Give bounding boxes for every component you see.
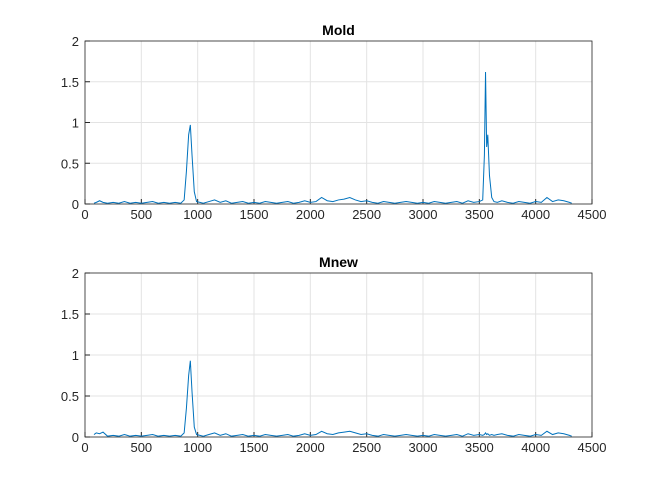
x-tick-label: 1000 — [183, 440, 212, 455]
x-tick-label: 4500 — [578, 207, 607, 222]
chart-title: Mold — [322, 22, 355, 38]
y-tick-label: 2 — [72, 266, 79, 281]
x-tick-label: 3000 — [409, 440, 438, 455]
x-tick-label: 1500 — [240, 440, 269, 455]
x-tick-label: 4000 — [521, 207, 550, 222]
x-tick-label: 3500 — [465, 207, 494, 222]
x-tick-label: 2000 — [296, 440, 325, 455]
y-tick-label: 1.5 — [61, 307, 79, 322]
x-tick-label: 1000 — [183, 207, 212, 222]
axes-box — [84, 40, 593, 205]
x-tick-label: 2500 — [352, 440, 381, 455]
y-tick-label: 1 — [72, 116, 79, 131]
x-tick-label: 2500 — [352, 207, 381, 222]
x-tick-label: 1500 — [240, 207, 269, 222]
x-tick-label: 500 — [130, 440, 152, 455]
data-line — [93, 71, 572, 204]
x-tick-label: 3000 — [409, 207, 438, 222]
y-tick-label: 1.5 — [61, 75, 79, 90]
y-tick-label: 0.5 — [61, 156, 79, 171]
x-tick-label: 4500 — [578, 440, 607, 455]
y-tick-label: 2 — [72, 34, 79, 49]
x-tick-label: 2000 — [296, 207, 325, 222]
y-tick-label: 1 — [72, 348, 79, 363]
data-line — [93, 360, 572, 437]
chart-title: Mnew — [319, 254, 358, 270]
x-tick-label: 0 — [81, 440, 88, 455]
x-tick-label: 500 — [130, 207, 152, 222]
x-tick-label: 4000 — [521, 440, 550, 455]
x-tick-label: 0 — [81, 207, 88, 222]
x-tick-label: 3500 — [465, 440, 494, 455]
y-tick-label: 0 — [72, 197, 79, 212]
y-tick-label: 0 — [72, 430, 79, 445]
y-tick-label: 0.5 — [61, 389, 79, 404]
axes-box — [84, 272, 593, 438]
